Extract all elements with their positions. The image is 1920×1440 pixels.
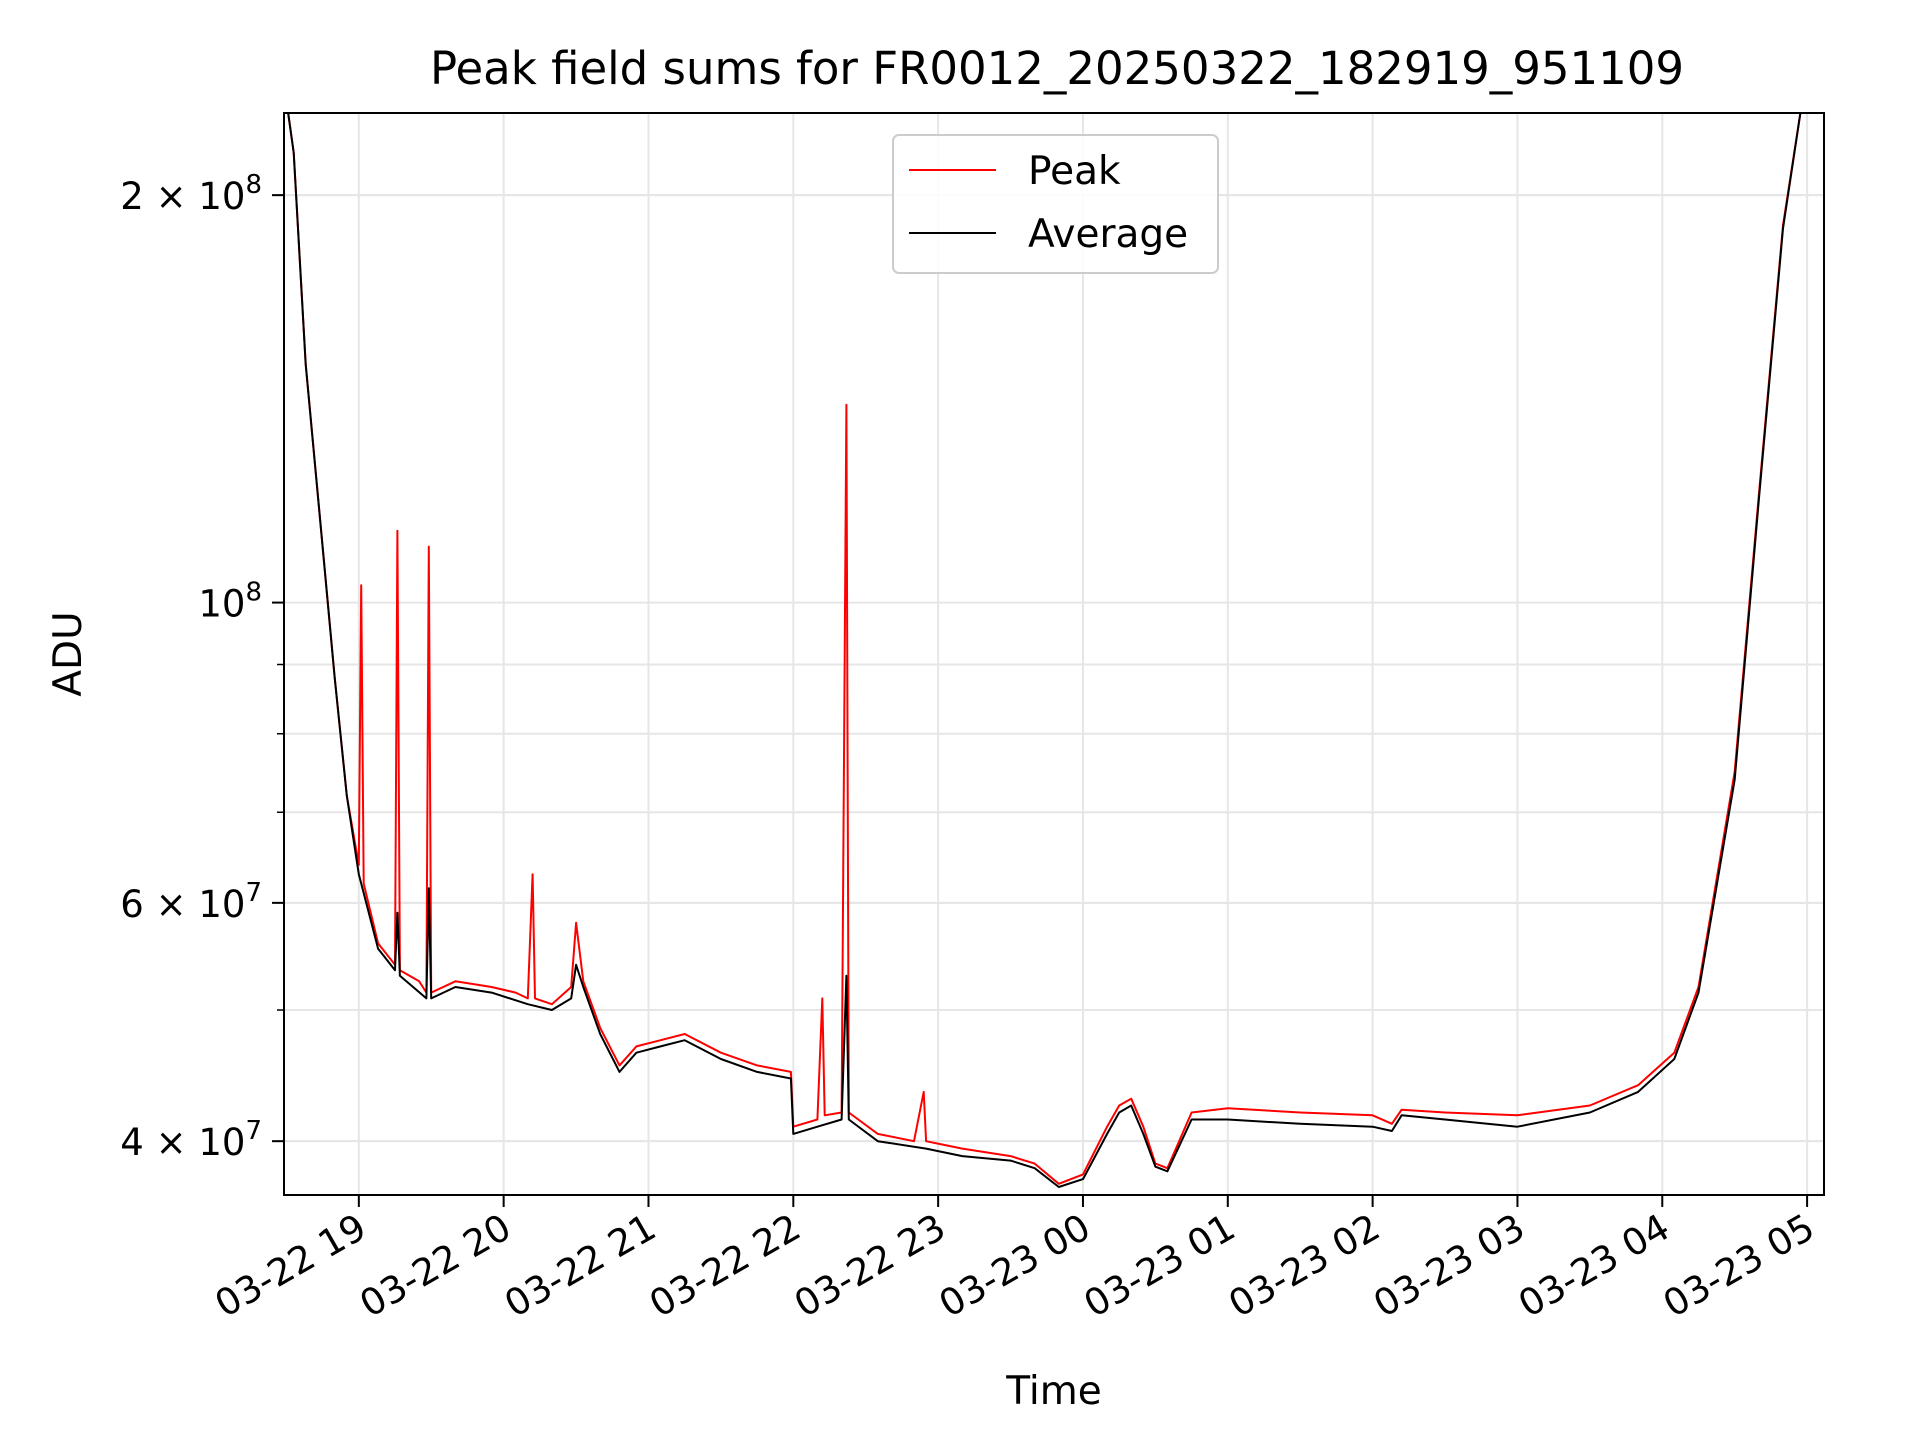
series-layer (287, 113, 1802, 1188)
y-tick-label: 6 × 107 (120, 878, 262, 926)
legend-label-average: Average (1028, 212, 1188, 257)
x-axis-label: Time (1005, 1369, 1101, 1414)
series-line-average (287, 113, 1802, 1188)
legend: Peak Average (892, 134, 1219, 274)
plot-frame (283, 112, 1825, 1196)
y-tick-label: 2 × 108 (120, 170, 262, 218)
y-tick-label: 108 (198, 578, 262, 626)
y-tick-label: 4 × 107 (120, 1116, 262, 1164)
legend-label-peak: Peak (1028, 149, 1121, 194)
y-axis-label: ADU (46, 611, 91, 696)
chart-title: Peak field sums for FR0012_20250322_1829… (430, 42, 1684, 95)
y-axis: 4 × 107 6 × 107 108 2 × 108 (120, 170, 284, 1164)
